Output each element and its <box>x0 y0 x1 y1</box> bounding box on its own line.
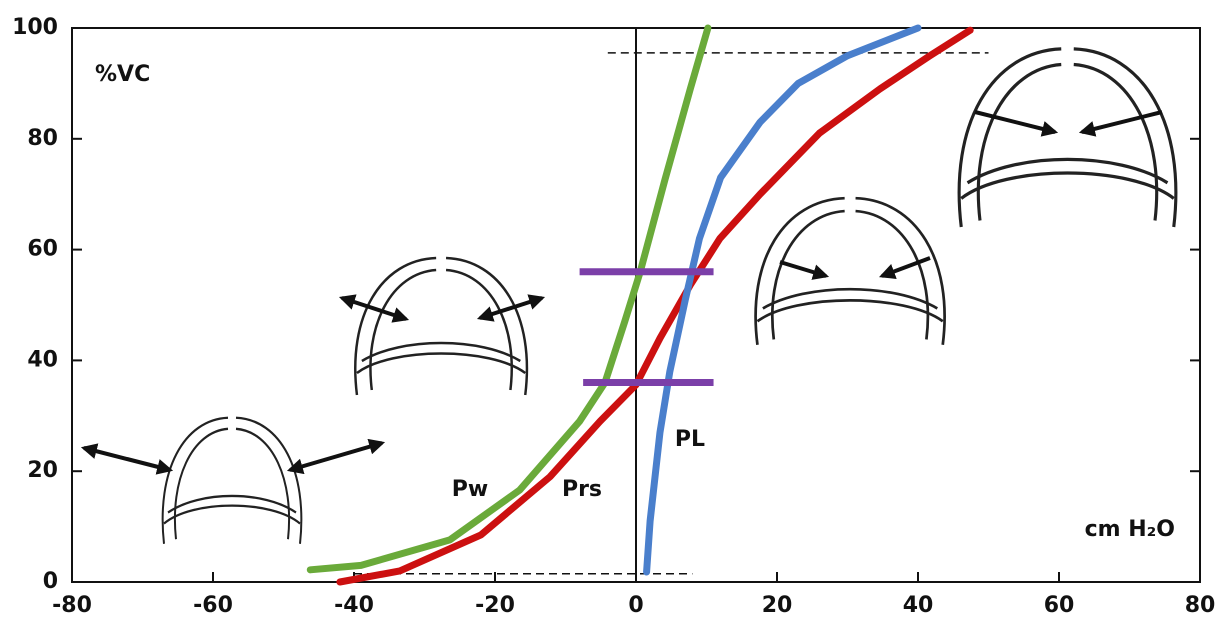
y-axis-label: %VC <box>95 62 150 87</box>
x-axis-label: cm H₂O <box>1085 517 1175 542</box>
arrow <box>879 256 931 279</box>
y-tick-label: 60 <box>27 237 58 262</box>
x-tick-label: 80 <box>1185 593 1216 618</box>
x-tick-label: -40 <box>334 593 374 618</box>
arrow <box>338 294 410 323</box>
line <box>643 24 922 576</box>
y-tick-label: 100 <box>12 15 58 40</box>
x-tick-label: -20 <box>475 593 515 618</box>
y-tick-label: 40 <box>27 347 58 372</box>
chest-diagram <box>957 47 1178 229</box>
x-tick-label: -80 <box>52 593 92 618</box>
y-tick-label: 80 <box>27 126 58 151</box>
x-tick-label: -60 <box>193 593 233 618</box>
arrow <box>974 110 1059 137</box>
y-tick-label: 0 <box>43 569 58 594</box>
line <box>336 26 974 586</box>
arrow <box>80 443 174 475</box>
series-label: Prs <box>562 477 602 502</box>
chest-diagram <box>161 416 303 545</box>
chest-diagram <box>754 196 946 347</box>
arrow <box>286 438 386 475</box>
arrow <box>779 260 830 280</box>
arrow <box>476 294 546 322</box>
series-label: Pw <box>452 477 488 502</box>
line <box>306 24 712 574</box>
x-tick-label: 60 <box>1044 593 1075 618</box>
arrow <box>1078 110 1163 137</box>
series-label: PL <box>675 427 705 452</box>
x-tick-label: 0 <box>628 593 643 618</box>
x-tick-label: 20 <box>762 593 793 618</box>
diagrams <box>80 47 1178 545</box>
chest-diagram <box>354 256 529 397</box>
x-tick-label: 40 <box>903 593 934 618</box>
y-tick-label: 20 <box>27 458 58 483</box>
